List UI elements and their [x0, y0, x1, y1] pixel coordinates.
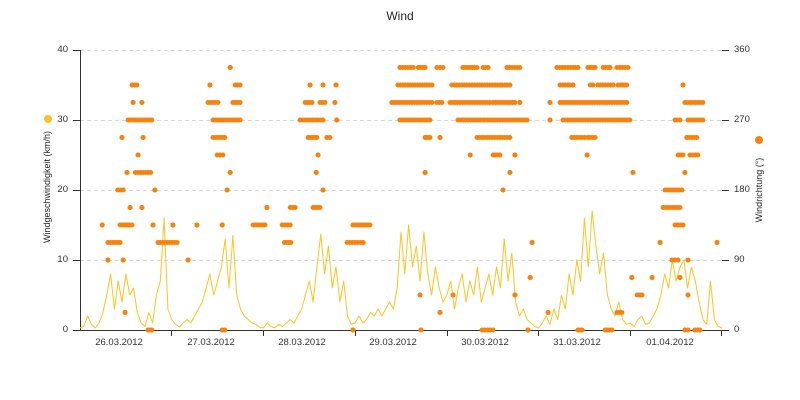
right-tick-label: 270	[734, 114, 750, 125]
chart-title: Wind	[386, 9, 414, 23]
y-axis-left-ticks	[73, 50, 80, 331]
direction-legend-dot	[755, 136, 763, 144]
y-axis-right-title: Windrichtung (°)	[754, 157, 764, 223]
left-tick-label: 0	[62, 324, 68, 335]
y-axis-right-ticks	[722, 50, 729, 331]
x-axis-date-label: 28.03.2012	[278, 337, 326, 348]
y-axis-left-title: Windgeschwindigkeit (km/h)	[42, 130, 52, 244]
gridlines	[80, 50, 722, 261]
x-axis-date-label: 29.03.2012	[369, 337, 417, 348]
x-axis-date-label: 26.03.2012	[95, 337, 143, 348]
left-tick-label: 40	[57, 44, 68, 55]
axis-lines	[73, 50, 725, 331]
left-tick-label: 20	[57, 184, 68, 195]
left-tick-label: 10	[57, 254, 68, 265]
wind-speed-line	[79, 210, 723, 329]
x-axis-date-label: 30.03.2012	[461, 337, 509, 348]
x-axis-date-label: 31.03.2012	[553, 337, 601, 348]
right-tick-label: 360	[734, 44, 750, 55]
right-tick-label: 180	[734, 184, 750, 195]
left-tick-label: 30	[57, 114, 68, 125]
right-tick-label: 90	[734, 254, 745, 265]
x-axis-date-label: 01.04.2012	[646, 337, 694, 348]
x-axis-ticks	[171, 330, 722, 336]
speed-legend-dot	[44, 115, 52, 123]
wind-direction-dots	[99, 65, 720, 333]
x-axis-date-label: 27.03.2012	[187, 337, 235, 348]
right-tick-label: 0	[734, 324, 740, 335]
